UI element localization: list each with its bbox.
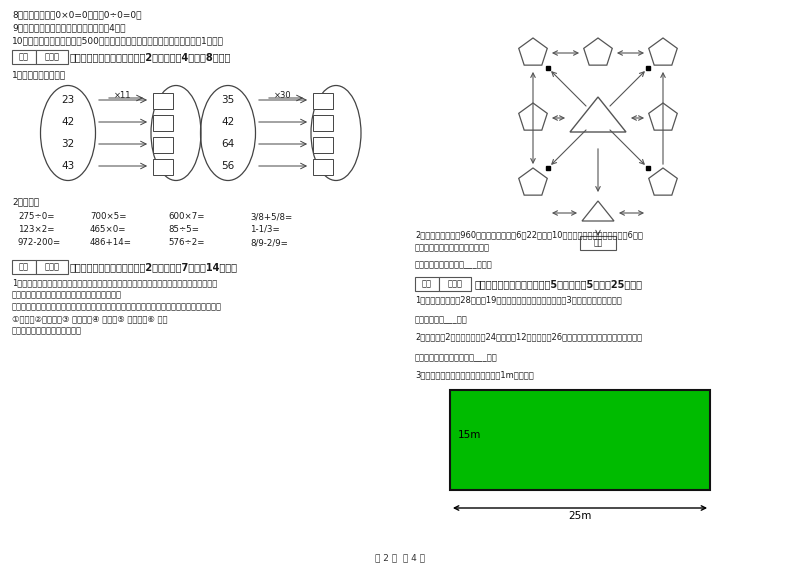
Text: ×30: ×30 (274, 90, 292, 99)
Text: 576÷2=: 576÷2= (168, 238, 205, 247)
Text: 得分: 得分 (19, 53, 29, 62)
Text: 五、认真思考，综合能力（共2小题，每题7分，共14分）。: 五、认真思考，综合能力（共2小题，每题7分，共14分）。 (70, 262, 238, 272)
Polygon shape (584, 38, 612, 65)
Text: 答：学校买乒乓球一共花了___元。: 答：学校买乒乓球一共花了___元。 (415, 353, 498, 362)
Text: 得分: 得分 (422, 280, 432, 289)
Text: 六、活用知识，解决问题（共5小题，每题5分，共25分）。: 六、活用知识，解决问题（共5小题，每题5分，共25分）。 (475, 279, 643, 289)
Polygon shape (649, 38, 678, 65)
Bar (36, 260, 68, 274)
Bar (36, 50, 68, 64)
Text: 465×0=: 465×0= (90, 225, 126, 234)
Text: 第 2 页  共 4 页: 第 2 页 共 4 页 (375, 554, 425, 563)
Bar (580, 236, 616, 250)
Bar (439, 277, 471, 291)
Bar (153, 93, 173, 109)
Text: 42: 42 (62, 117, 74, 127)
Text: 56: 56 (222, 161, 234, 171)
Bar (313, 93, 333, 109)
Text: 64: 64 (222, 139, 234, 149)
Text: 42: 42 (222, 117, 234, 127)
Text: 700×5=: 700×5= (90, 212, 126, 221)
Text: 得分: 得分 (19, 263, 29, 272)
Polygon shape (649, 168, 678, 195)
Text: 10．（　　）小明家离学校500米，他每天上学、回家，一个来回一共要走1千米。: 10．（ ）小明家离学校500米，他每天上学、回家，一个来回一共要走1千米。 (12, 36, 224, 45)
Bar (313, 115, 333, 131)
Text: 15m: 15m (458, 430, 482, 440)
Text: 8/9-2/9=: 8/9-2/9= (250, 238, 288, 247)
Text: 动物园导游图: 动物园导游图 (12, 326, 82, 335)
Text: 评卷人: 评卷人 (447, 280, 462, 289)
Text: 600×7=: 600×7= (168, 212, 205, 221)
Text: 23: 23 (62, 95, 74, 105)
Text: 答：这列火车每小时行___千米。: 答：这列火车每小时行___千米。 (415, 260, 493, 269)
Text: 8．（　　）因为0×0=0，所以0÷0=0。: 8．（ ）因为0×0=0，所以0÷0=0。 (12, 10, 142, 19)
Text: 85÷5=: 85÷5= (168, 225, 199, 234)
Text: ①狮山　②熊猫馆　③ 飞禽馆　④ 猴园　⑤ 大象馆　⑥ 鱼馆: ①狮山 ②熊猫馆 ③ 飞禽馆 ④ 猴园 ⑤ 大象馆 ⑥ 鱼馆 (12, 314, 167, 323)
Text: 25m: 25m (568, 511, 592, 521)
Text: 1-1/3=: 1-1/3= (250, 225, 280, 234)
Text: 四、看清题目，细心计算（共2小题，每题4分，共8分）。: 四、看清题目，细心计算（共2小题，每题4分，共8分）。 (70, 52, 231, 62)
Bar (313, 137, 333, 153)
Polygon shape (649, 103, 678, 130)
Text: 9．（　　）正方形的周长是它的边长的4倍。: 9．（ ）正方形的周长是它的边长的4倍。 (12, 23, 126, 32)
Bar (450, 390, 710, 490)
Text: 根据小强的描述，请你把这些动物馆馆所在的位置，在动物园的导游图上用序号表示出来。: 根据小强的描述，请你把这些动物馆馆所在的位置，在动物园的导游图上用序号表示出来。 (12, 302, 222, 311)
Text: 2．口算：: 2．口算： (12, 197, 39, 206)
Bar (153, 137, 173, 153)
Polygon shape (582, 201, 614, 221)
Text: ×11: ×11 (114, 90, 132, 99)
Text: 1．算一算，填一填。: 1．算一算，填一填。 (12, 70, 66, 79)
Text: 123×2=: 123×2= (18, 225, 54, 234)
Text: 东门: 东门 (594, 238, 602, 247)
Text: 275÷0=: 275÷0= (18, 212, 54, 221)
Bar (12, 50, 36, 64)
Text: 评卷人: 评卷人 (45, 53, 59, 62)
Polygon shape (518, 38, 547, 65)
Text: 3/8+5/8=: 3/8+5/8= (250, 212, 292, 221)
Bar (12, 260, 36, 274)
Text: 972-200=: 972-200= (18, 238, 62, 247)
Text: 35: 35 (222, 95, 234, 105)
Bar (313, 159, 333, 175)
Polygon shape (570, 97, 626, 132)
Text: 32: 32 (62, 139, 74, 149)
Text: 达，这列火车每小时行多少千米？: 达，这列火车每小时行多少千米？ (415, 243, 490, 252)
Text: 答：他共跑了___米。: 答：他共跑了___米。 (415, 315, 468, 324)
Polygon shape (518, 168, 547, 195)
Text: 1．篮球场是一个长28米，宽19米的长方形，小明沿篮球场跑了3圈，他共跑了多少米？: 1．篮球场是一个长28米，宽19米的长方形，小明沿篮球场跑了3圈，他共跑了多少米… (415, 295, 622, 304)
Bar (415, 277, 439, 291)
Text: 2．甲乙两城铁路长960千米，一列客车于6月22日上午10时从甲城开往乙城，当日晚上6时到: 2．甲乙两城铁路长960千米，一列客车于6月22日上午10时从甲城开往乙城，当日… (415, 230, 643, 239)
Bar (153, 159, 173, 175)
Text: 2．学校要买2箱乒乓球，每箱24盒，每盒12个，每盒卖26元，学校买乒乓球一共花了多少钱？: 2．学校要买2箱乒乓球，每箱24盒，每盒12个，每盒卖26元，学校买乒乓球一共花… (415, 332, 642, 341)
Text: 馆和鱼馆的场地分别在动物园的东北角和西北角。: 馆和鱼馆的场地分别在动物园的东北角和西北角。 (12, 290, 122, 299)
Text: 3．在一块长方形的花坛四周，铺上宽1m的小路。: 3．在一块长方形的花坛四周，铺上宽1m的小路。 (415, 370, 534, 379)
Text: 43: 43 (62, 161, 74, 171)
Bar (153, 115, 173, 131)
Text: 评卷人: 评卷人 (45, 263, 59, 272)
Text: 486+14=: 486+14= (90, 238, 132, 247)
Text: 1．走进动物园大门，正北面是狮子山和熊猫馆，狮子山的东侧是飞禽馆，西侧是猴园。大象: 1．走进动物园大门，正北面是狮子山和熊猫馆，狮子山的东侧是飞禽馆，西侧是猴园。大… (12, 278, 218, 287)
Polygon shape (518, 103, 547, 130)
